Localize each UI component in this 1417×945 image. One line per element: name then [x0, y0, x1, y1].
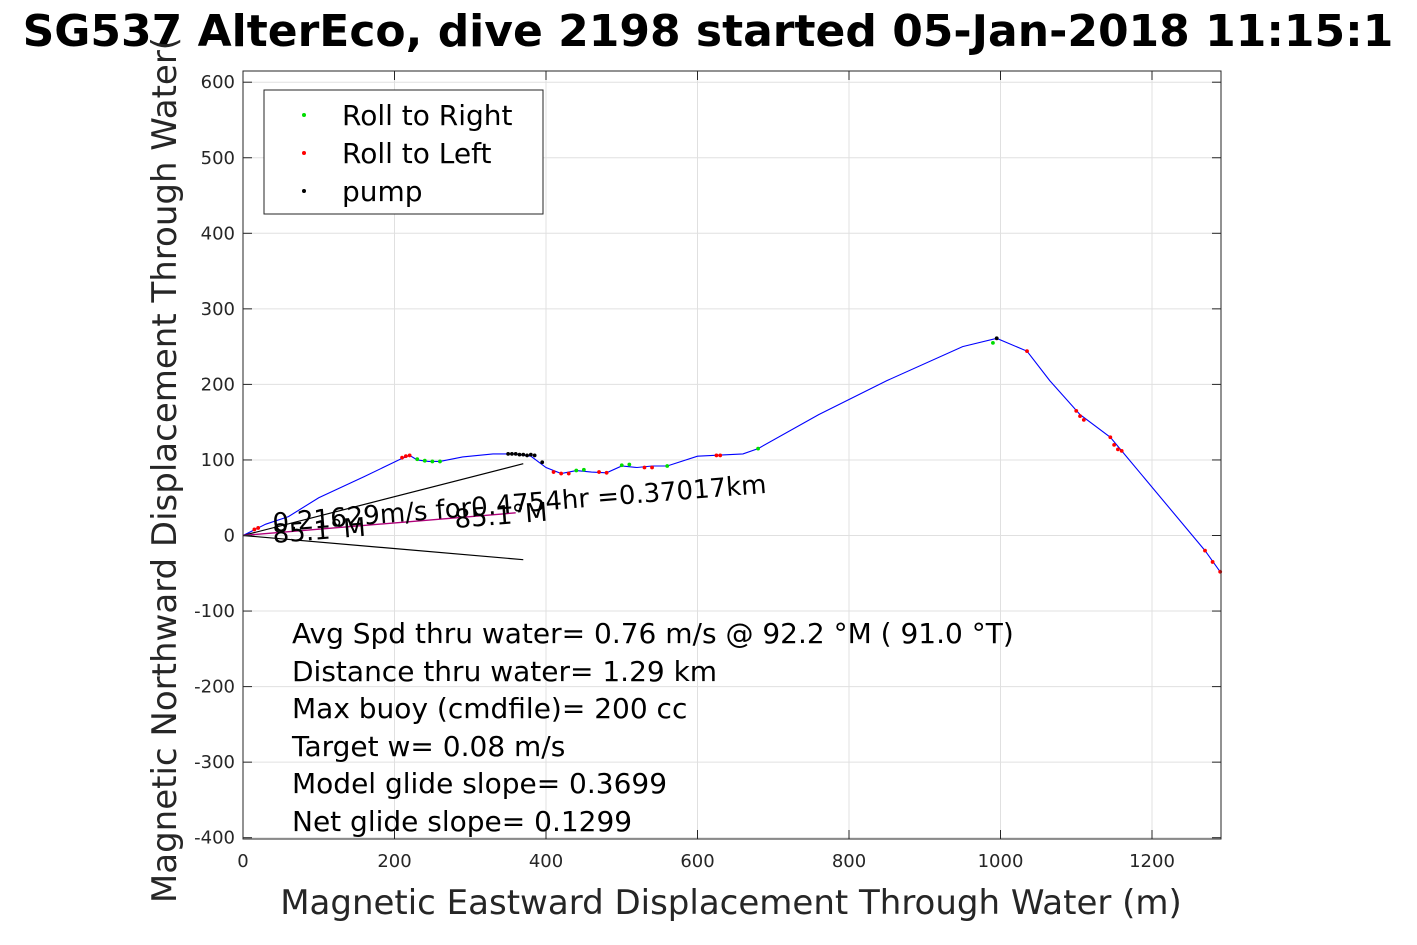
stats-max-buoy: Max buoy (cmdfile)= 200 cc	[292, 692, 687, 725]
roll-right-point	[581, 467, 586, 472]
roll-left-point	[718, 453, 723, 458]
roll-right-point	[756, 446, 760, 451]
roll-left-point	[566, 471, 571, 476]
roll-left-point	[1203, 548, 1207, 553]
legend-box	[263, 89, 544, 215]
legend: Roll to Right Roll to Left pump	[263, 89, 544, 215]
roll-right-point	[619, 463, 624, 468]
roll-left-point	[1116, 447, 1120, 452]
chart-title: SG537 AlterEco, dive 2198 started 05-Jan…	[23, 6, 1394, 57]
y-tick-label: 300	[201, 299, 235, 320]
y-tick-label: -100	[194, 601, 235, 622]
pump-point	[528, 452, 533, 457]
roll-left-point	[400, 455, 404, 460]
pump-point	[532, 453, 537, 458]
plot-content	[243, 336, 1223, 574]
roll-left-point	[1078, 414, 1082, 419]
y-tick-label: 0	[224, 526, 235, 547]
plot-area	[243, 336, 1223, 574]
stats-block: Avg Spd thru water= 0.76 m/s @ 92.2 °M (…	[291, 617, 1014, 838]
axes-box	[242, 70, 1222, 840]
pump-point	[994, 336, 999, 341]
roll-right-point	[438, 459, 442, 464]
x-tick-label: 0	[237, 851, 248, 872]
y-tick-label: -200	[194, 677, 235, 698]
roll-left-point	[1119, 448, 1124, 453]
roll-right-point	[574, 468, 579, 473]
pump-point	[521, 452, 526, 457]
heading-line	[243, 512, 516, 537]
heading-label-2: 85.1°M	[453, 498, 548, 535]
roll-right-point	[415, 457, 420, 462]
roll-left-point	[407, 453, 412, 458]
pump-point	[517, 452, 522, 457]
stats-target-w: Target w= 0.08 m/s	[291, 730, 565, 763]
pump-point	[506, 452, 511, 456]
roll-left-point	[252, 527, 257, 532]
stats-net-glide-slope: Net glide slope= 0.1299	[292, 805, 632, 838]
roll-right-point	[422, 458, 427, 463]
stats-avg-speed: Avg Spd thru water= 0.76 m/s @ 92.2 °M (…	[292, 617, 1014, 650]
y-tick-label: 600	[201, 72, 235, 93]
y-tick-label: -300	[194, 752, 235, 773]
roll-left-point	[597, 470, 601, 474]
roll-left-point	[604, 470, 609, 475]
roll-left-point	[403, 454, 408, 459]
heading-label-1: 85.1°M	[271, 513, 366, 550]
legend-roll-left-marker	[302, 151, 306, 155]
legend-roll-right-marker	[302, 113, 306, 117]
pump-point	[513, 452, 518, 456]
roll-left-point	[559, 471, 564, 476]
legend-roll-left-label: Roll to Left	[342, 137, 491, 170]
y-tick-label: 200	[201, 374, 235, 395]
y-tick-label: 500	[201, 148, 235, 169]
x-tick-label: 200	[377, 851, 411, 872]
x-tick-label: 1200	[1129, 851, 1175, 872]
x-tick-label: 600	[680, 851, 714, 872]
roll-right-point	[627, 462, 632, 467]
stats-model-glide-slope: Model glide slope= 0.3699	[292, 767, 667, 800]
pump-point	[510, 452, 514, 456]
roll-left-point	[1025, 349, 1029, 354]
roll-left-point	[256, 526, 261, 530]
roll-right-point	[991, 340, 995, 345]
roll-right-point	[665, 464, 670, 468]
roll-left-point	[1210, 560, 1215, 564]
legend-roll-right-label: Roll to Right	[342, 99, 513, 132]
pump-point	[540, 460, 545, 465]
x-tick-label: 800	[832, 851, 866, 872]
x-tick-label: 400	[529, 851, 563, 872]
pump-point	[525, 453, 529, 458]
y-tick-label: 100	[201, 450, 235, 471]
current-vector-line	[243, 463, 524, 537]
y-tick-label: 400	[201, 223, 235, 244]
stats-distance: Distance thru water= 1.29 km	[292, 655, 717, 688]
axes: 0 200 400 600 800 1000 12006005004003002001000…	[194, 70, 1222, 872]
roll-left-point	[1081, 418, 1086, 422]
y-axis-label: Magnetic Northward Displacement Through …	[145, 37, 185, 903]
current-vector-head	[243, 534, 524, 561]
legend-pump-marker	[302, 189, 306, 193]
x-axis-label: Magnetic Eastward Displacement Through W…	[280, 883, 1182, 923]
roll-left-point	[650, 465, 654, 470]
x-tick-label: 1000	[978, 851, 1024, 872]
roll-left-point	[1112, 442, 1117, 447]
roll-right-point	[430, 459, 435, 464]
roll-left-point	[642, 465, 647, 470]
roll-left-point	[1108, 435, 1113, 440]
roll-left-point	[714, 453, 719, 458]
y-tick-label: -400	[194, 828, 235, 849]
roll-left-point	[1074, 408, 1079, 413]
roll-left-point	[1218, 569, 1223, 574]
roll-left-point	[551, 470, 556, 474]
legend-pump-label: pump	[342, 175, 423, 208]
